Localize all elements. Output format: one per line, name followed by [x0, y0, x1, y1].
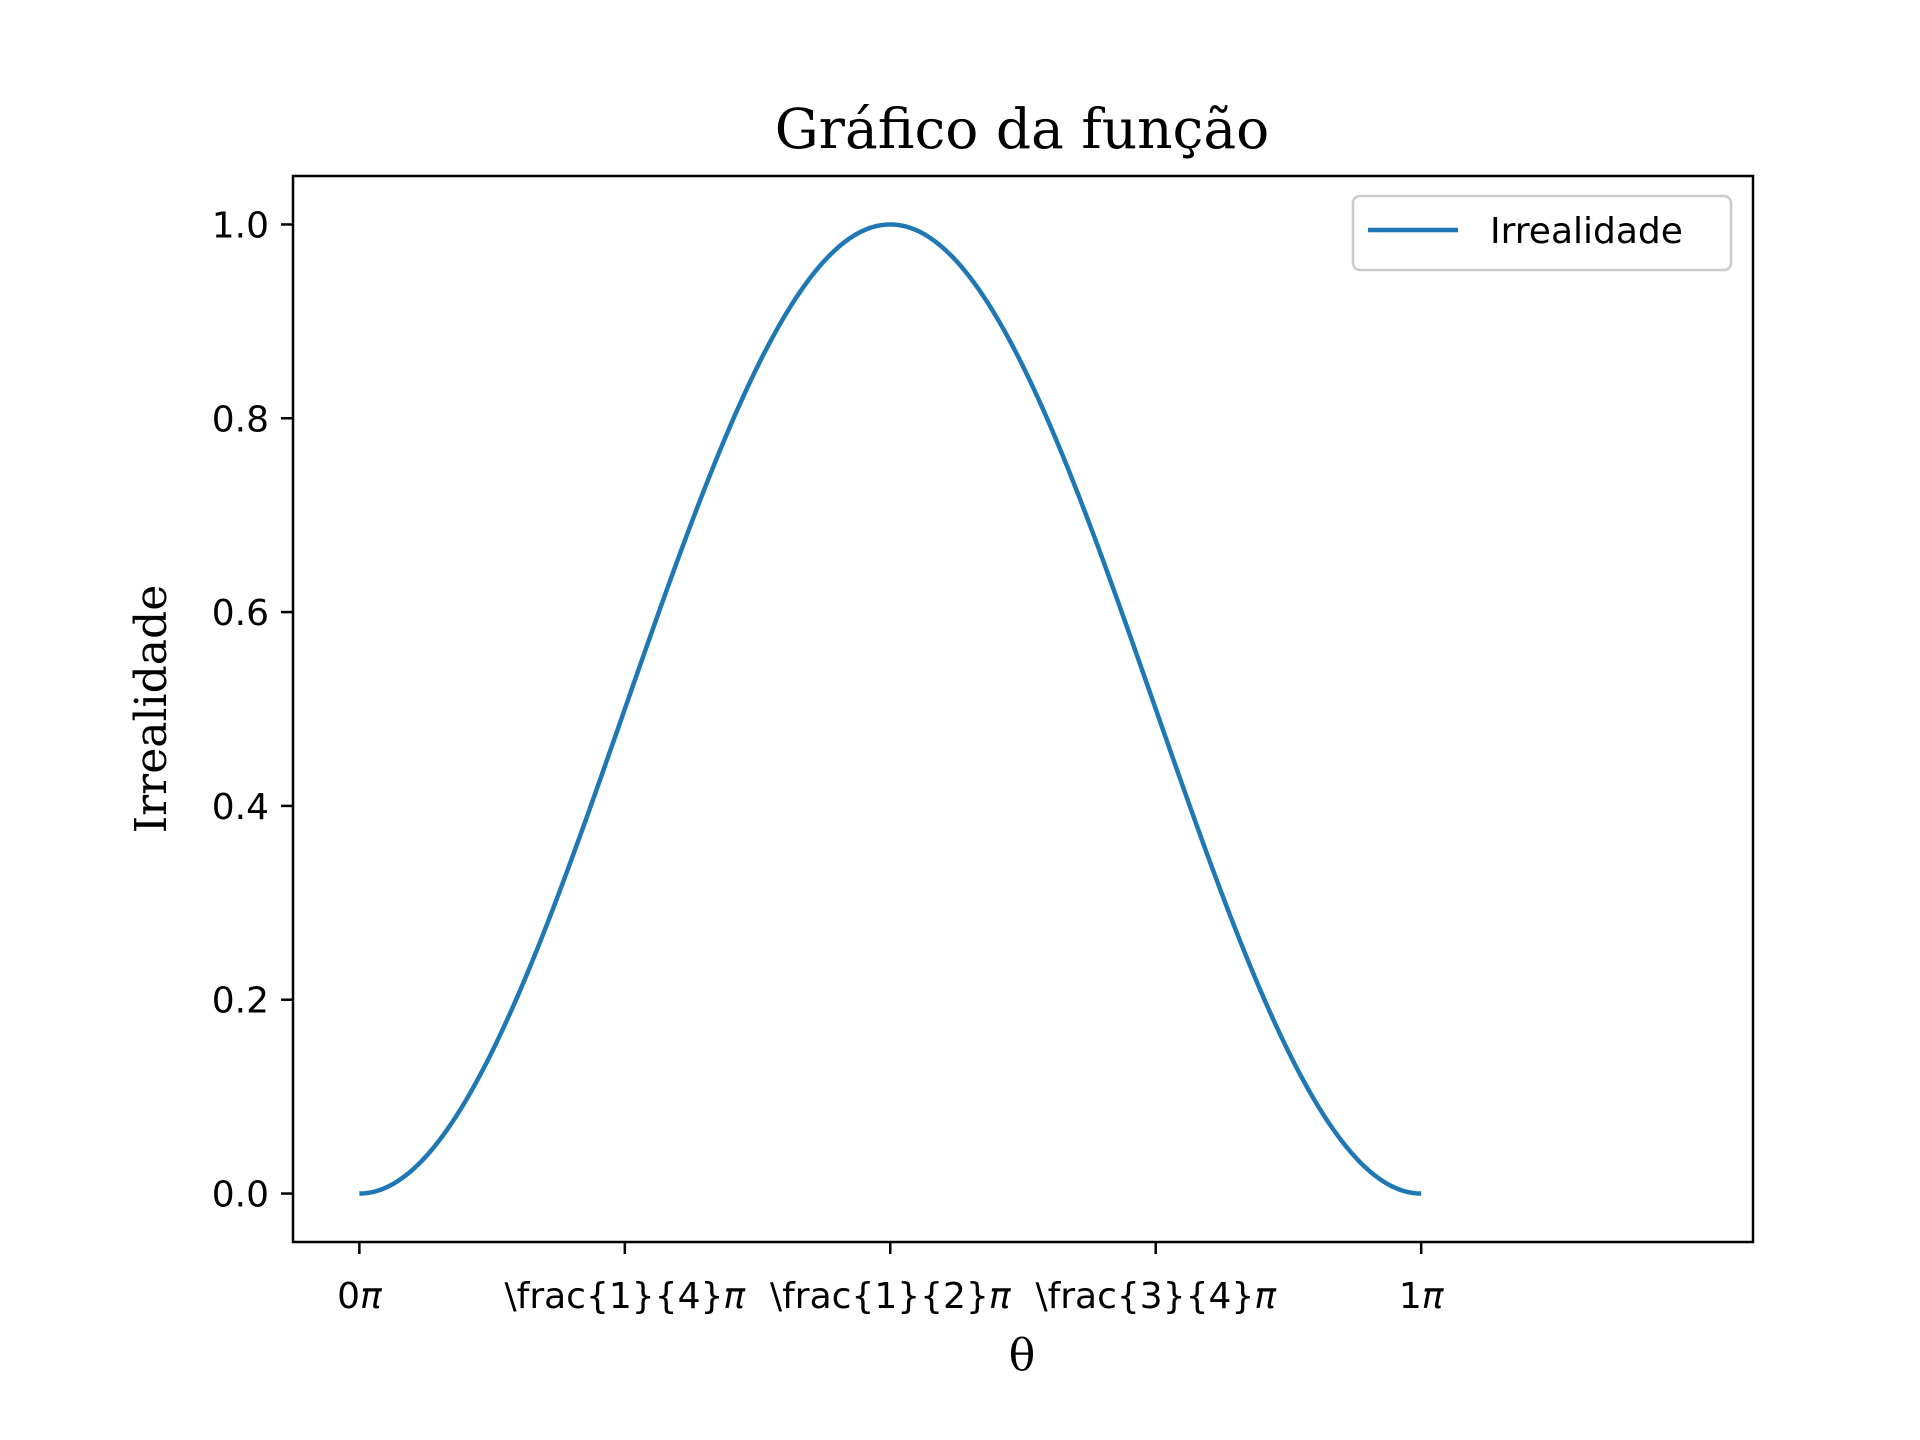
series-line-irrealidade — [359, 222, 1422, 1196]
y-tick-label: 0.8 — [212, 399, 269, 440]
y-axis-label: Irrealidade — [126, 585, 177, 833]
x-tick-label: 1π — [1399, 1276, 1445, 1317]
x-tick-label-number: 1 — [1399, 1276, 1422, 1317]
y-axis: 0.0 0.2 0.4 0.6 0.8 1.0 — [212, 205, 293, 1216]
x-tick-label: \frac{1}{4}π — [505, 1276, 747, 1317]
x-tick-label: \frac{1}{2}π — [770, 1276, 1012, 1317]
y-tick-label: 0.6 — [212, 593, 269, 634]
chart-title: Gráfico da função — [775, 97, 1270, 161]
y-tick-label: 0.2 — [212, 981, 269, 1022]
x-tick-label-number: 0 — [337, 1276, 360, 1317]
x-axis: 0π \frac{1}{4}π \frac{1}{2}π \frac{3}{4}π 1π — [337, 1242, 1445, 1317]
legend-box — [1351, 194, 1733, 272]
x-tick-label-pi: π — [1422, 1276, 1445, 1317]
x-tick-label-number: \frac{3}{4} — [1035, 1276, 1254, 1317]
x-tick-label: \frac{3}{4}π — [1035, 1276, 1277, 1317]
legend-label-irrealidade: Irrealidade — [1490, 211, 1683, 252]
x-tick-label-pi: π — [360, 1276, 383, 1317]
plot-area — [359, 222, 1422, 1196]
x-axis-label: θ — [1009, 1330, 1036, 1381]
legend: Irrealidade — [1351, 194, 1733, 272]
axes-frame — [291, 174, 1755, 1244]
x-tick-label: 0π — [337, 1276, 383, 1317]
x-tick-label-pi: π — [989, 1276, 1012, 1317]
y-tick-label: 1.0 — [212, 205, 269, 246]
y-tick-label: 0.4 — [212, 787, 269, 828]
x-tick-label-number: \frac{1}{4} — [505, 1276, 724, 1317]
x-tick-label-pi: π — [723, 1276, 746, 1317]
y-tick-label: 0.0 — [212, 1175, 269, 1216]
x-tick-label-pi: π — [1254, 1276, 1277, 1317]
x-tick-label-number: \frac{1}{2} — [770, 1276, 989, 1317]
